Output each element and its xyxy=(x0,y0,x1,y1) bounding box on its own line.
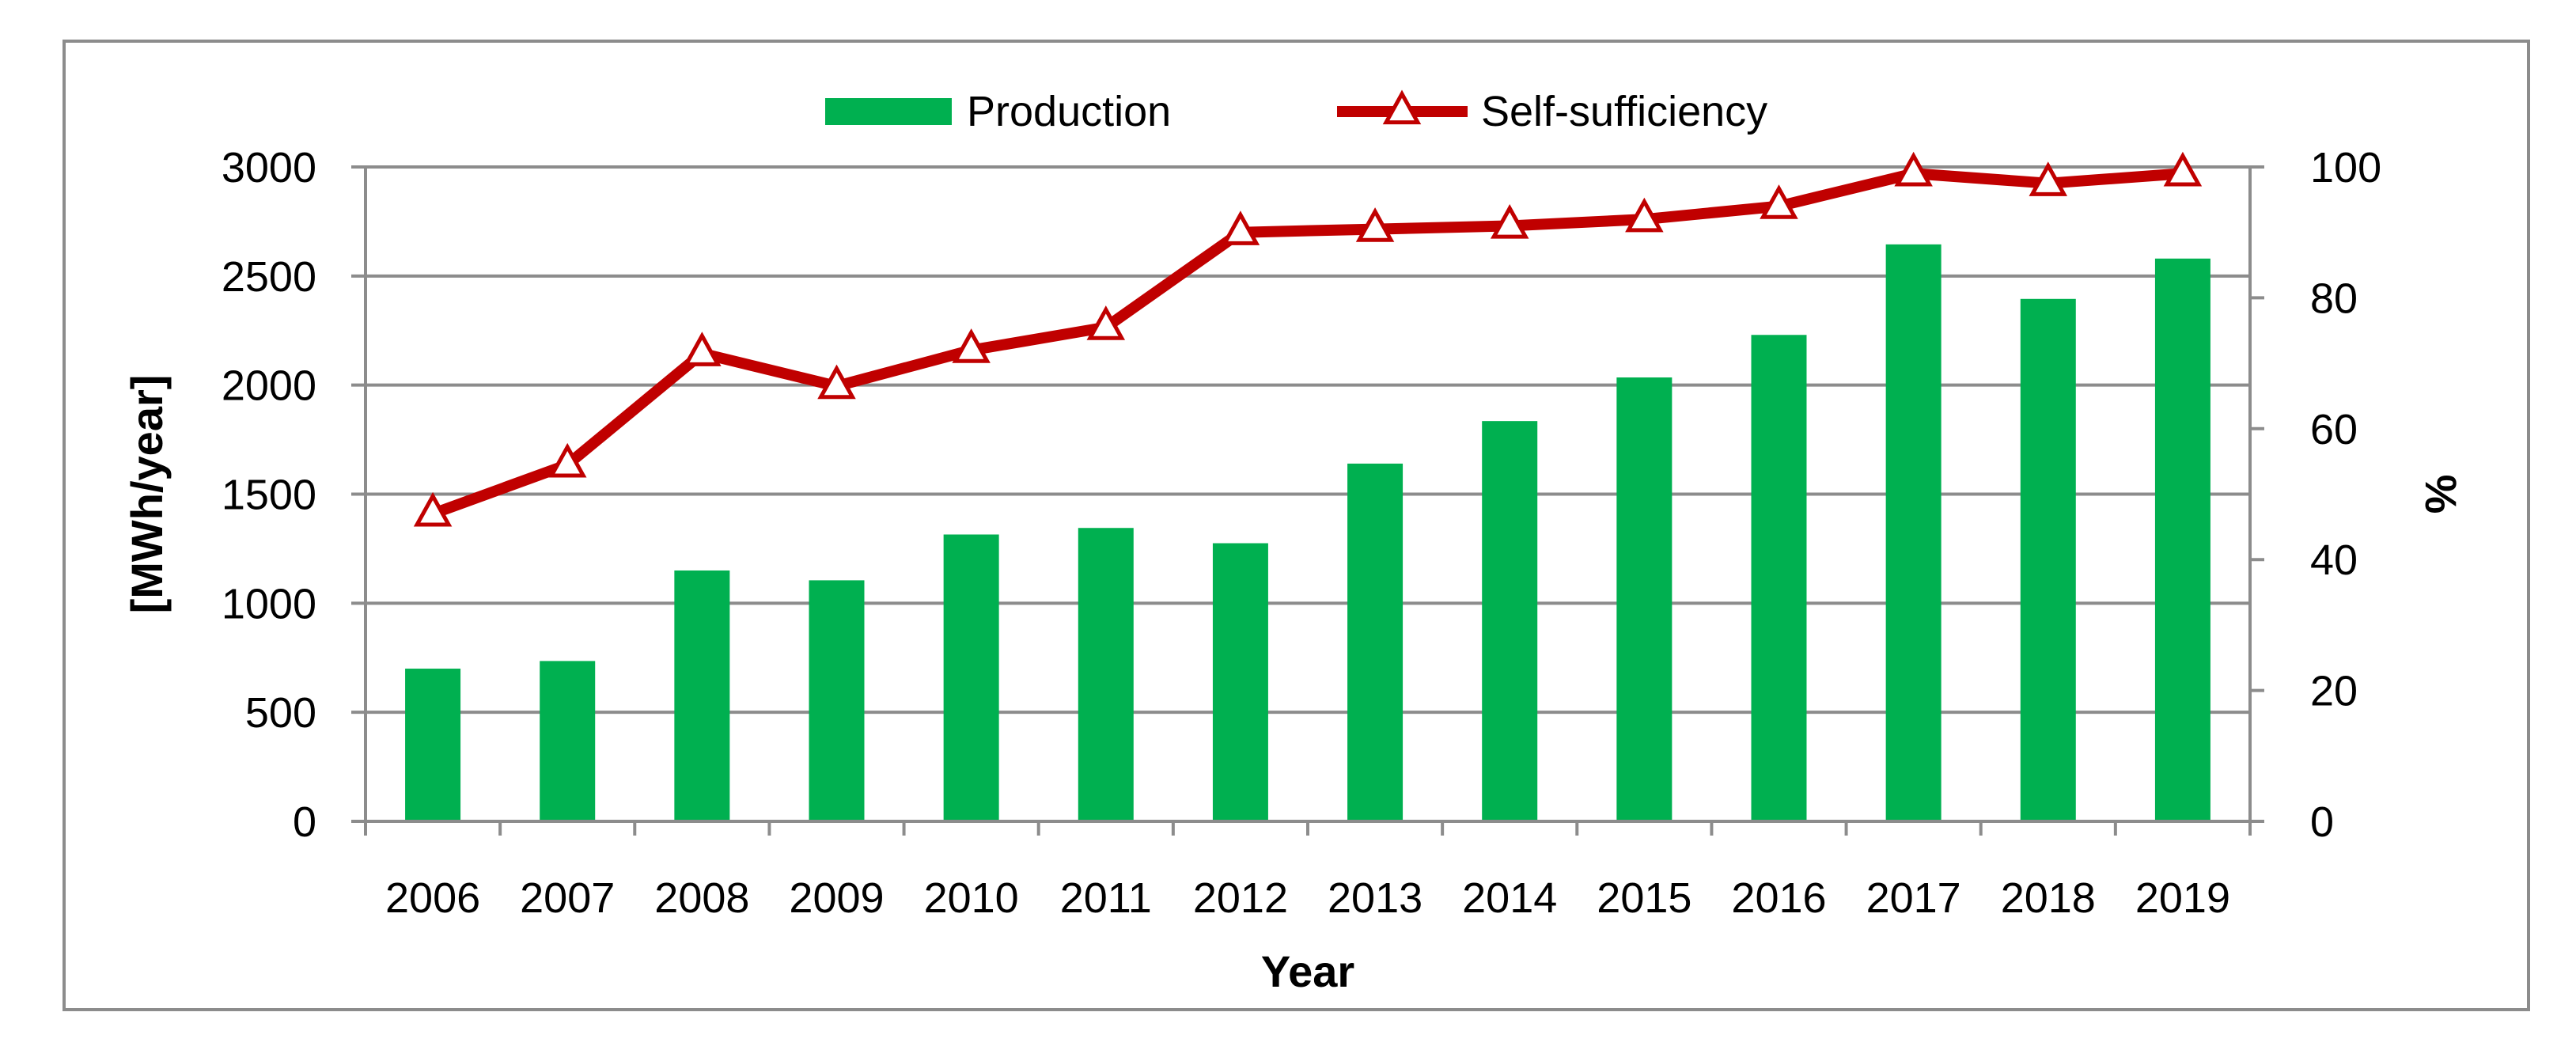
x-tick-label-2015: 2015 xyxy=(1597,874,1691,922)
y-axis-title: [MWh/year] xyxy=(122,375,172,614)
x-tick-label-2014: 2014 xyxy=(1462,874,1557,922)
y-tick-label-0: 0 xyxy=(293,798,316,846)
point-self-sufficiency-2012 xyxy=(1221,210,1260,245)
y-tick-label-1500: 1500 xyxy=(222,472,316,519)
x-tick-label-2017: 2017 xyxy=(1866,874,1961,922)
left-axis-ticks: 0 500 1000 1500 2000 2500 3000 xyxy=(222,144,366,846)
point-self-sufficiency-2013 xyxy=(1355,207,1395,242)
x-axis-title: Year xyxy=(1261,946,1354,996)
y2-axis-title: % xyxy=(2416,475,2466,514)
point-self-sufficiency-2007 xyxy=(547,442,587,478)
legend-label-self-sufficiency: Self-sufficiency xyxy=(1481,88,1767,135)
y-tick-label-2500: 2500 xyxy=(222,253,316,301)
point-self-sufficiency-2010 xyxy=(952,328,991,363)
point-self-sufficiency-2018 xyxy=(2029,161,2068,196)
y-tick-label-3000: 3000 xyxy=(222,144,316,191)
bar-production-2010 xyxy=(943,534,999,821)
x-tick-label-2018: 2018 xyxy=(2001,874,2096,922)
right-axis-ticks: 0 20 40 60 80 100 xyxy=(2250,144,2381,846)
bar-production-2019 xyxy=(2154,258,2210,821)
x-tick-label-2007: 2007 xyxy=(520,874,615,922)
bar-production-2018 xyxy=(2020,298,2076,821)
y-tick-label-2000: 2000 xyxy=(222,362,316,410)
legend-label-production: Production xyxy=(967,88,1171,135)
point-self-sufficiency-2019 xyxy=(2163,151,2203,187)
point-self-sufficiency-2016 xyxy=(1760,184,1798,219)
bar-production-2014 xyxy=(1482,421,1538,821)
x-tick-label-2011: 2011 xyxy=(1060,874,1152,922)
y2-tick-label-100: 100 xyxy=(2310,144,2381,191)
x-tick-label-2016: 2016 xyxy=(1731,874,1826,922)
point-self-sufficiency-2009 xyxy=(817,364,856,400)
y-tick-label-1000: 1000 xyxy=(222,580,316,627)
legend-marker-self-sufficiency xyxy=(1382,89,1422,125)
point-self-sufficiency-2015 xyxy=(1625,197,1664,233)
bar-production-2008 xyxy=(674,570,730,821)
point-self-sufficiency-2017 xyxy=(1894,151,1933,187)
chart-frame xyxy=(63,40,2530,1011)
point-self-sufficiency-2008 xyxy=(683,332,722,366)
line-self-sufficiency xyxy=(427,168,2188,520)
bar-production-2012 xyxy=(1212,543,1268,821)
legend: Production Self-sufficiency xyxy=(825,88,1767,135)
bar-production-2015 xyxy=(1616,377,1673,822)
y2-tick-label-60: 60 xyxy=(2310,406,2358,453)
y-tick-label-500: 500 xyxy=(245,689,316,737)
point-self-sufficiency-2011 xyxy=(1086,305,1126,340)
bar-production-2016 xyxy=(1751,335,1807,822)
bar-production-2011 xyxy=(1078,528,1134,821)
bar-series-production xyxy=(405,244,2210,822)
point-self-sufficiency-2006 xyxy=(413,491,453,527)
x-tick-label-2008: 2008 xyxy=(654,874,749,922)
bar-production-2007 xyxy=(540,661,596,821)
bar-production-2013 xyxy=(1347,463,1404,821)
y2-tick-label-20: 20 xyxy=(2310,668,2358,715)
gridlines xyxy=(366,165,2250,823)
bar-production-2017 xyxy=(1885,244,1941,821)
x-tick-label-2012: 2012 xyxy=(1193,874,1288,922)
x-tick-label-2010: 2010 xyxy=(924,874,1019,922)
legend-swatch-production xyxy=(825,98,952,125)
y2-tick-label-0: 0 xyxy=(2310,798,2334,846)
x-axis-ticks: 2006 2007 2008 2009 2010 2011 2012 2013 2014 2015… xyxy=(364,821,2252,922)
x-tick-label-2009: 2009 xyxy=(789,874,884,922)
bar-production-2009 xyxy=(809,580,865,821)
x-tick-label-2013: 2013 xyxy=(1328,874,1422,922)
bar-production-2006 xyxy=(405,669,461,821)
x-tick-label-2019: 2019 xyxy=(2135,874,2230,922)
y2-tick-label-40: 40 xyxy=(2310,536,2358,584)
x-tick-label-2006: 2006 xyxy=(385,874,480,922)
point-self-sufficiency-2014 xyxy=(1490,203,1529,239)
y2-tick-label-80: 80 xyxy=(2310,275,2358,322)
line-series-self-sufficiency xyxy=(413,151,2203,527)
